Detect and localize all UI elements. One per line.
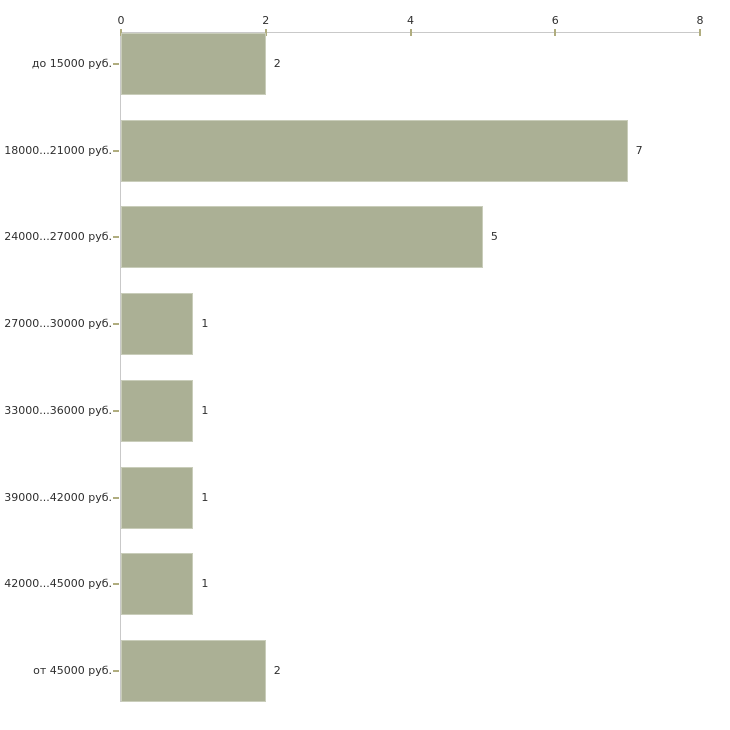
- value-label: 1: [201, 490, 209, 504]
- x-tick-label: 4: [407, 14, 414, 27]
- x-tick-label: 6: [551, 14, 559, 27]
- bar: [121, 466, 194, 529]
- category-label: 18000...21000 руб.: [4, 143, 112, 157]
- y-tick-mark: [113, 583, 119, 586]
- bar: [121, 119, 628, 182]
- y-tick-mark: [113, 236, 119, 239]
- bar: [121, 293, 194, 356]
- value-label: 1: [201, 317, 209, 331]
- y-tick-mark: [113, 496, 119, 499]
- y-axis-line: [120, 32, 121, 702]
- value-label: 7: [635, 143, 643, 157]
- x-tick-label: 0: [117, 14, 125, 27]
- y-tick-mark: [113, 409, 119, 412]
- x-tick-label: 2: [262, 14, 270, 27]
- y-tick-mark: [113, 323, 119, 326]
- x-tick-mark: [554, 28, 557, 36]
- x-tick-mark: [699, 28, 701, 36]
- bar: [121, 33, 266, 95]
- bar: [121, 206, 483, 269]
- bar: [121, 553, 194, 616]
- category-label: 33000...36000 руб.: [4, 403, 112, 417]
- value-label: 2: [273, 57, 281, 70]
- x-tick-mark: [409, 28, 412, 36]
- category-label: 27000...30000 руб.: [4, 317, 112, 331]
- x-tick-label: 8: [696, 14, 704, 27]
- category-label: 39000...42000 руб.: [4, 490, 112, 504]
- category-label: 42000...45000 руб.: [4, 577, 112, 591]
- bar: [121, 639, 266, 702]
- category-label: 24000...27000 руб.: [4, 230, 112, 244]
- x-tick-mark: [120, 28, 122, 36]
- value-label: 1: [201, 403, 209, 417]
- value-label: 5: [490, 230, 498, 244]
- value-label: 2: [273, 663, 281, 677]
- y-tick-mark: [113, 669, 119, 672]
- y-tick-mark: [113, 149, 119, 152]
- x-tick-mark: [264, 28, 267, 36]
- value-label: 1: [201, 577, 209, 591]
- bar: [121, 379, 194, 442]
- y-tick-mark: [113, 63, 119, 65]
- category-label: от 45000 руб.: [33, 663, 112, 677]
- category-label: до 15000 руб.: [31, 57, 112, 70]
